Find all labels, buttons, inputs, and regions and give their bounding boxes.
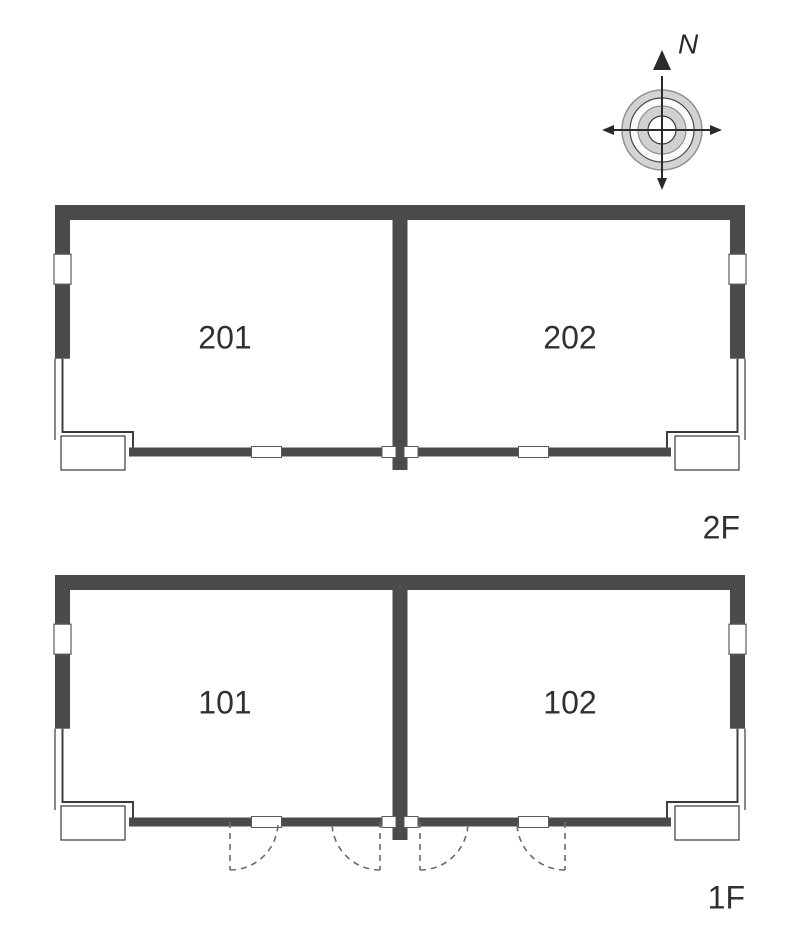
compass-north-label: N	[678, 28, 699, 59]
room-label-201: 201	[198, 319, 251, 355]
floor-label-f1: 1F	[708, 879, 745, 915]
room-label-202: 202	[543, 319, 596, 355]
room-label-102: 102	[543, 684, 596, 720]
room-label-101: 101	[198, 684, 251, 720]
floor-label-f2: 2F	[703, 509, 740, 545]
